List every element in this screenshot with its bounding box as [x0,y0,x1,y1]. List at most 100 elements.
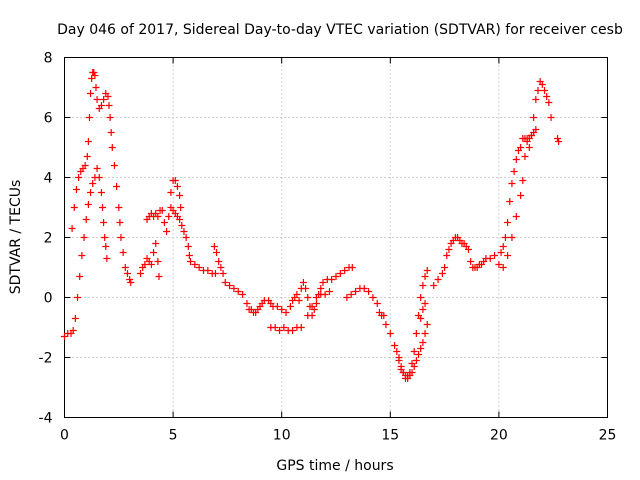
data-point [160,219,168,226]
data-point [499,264,507,271]
data-point [412,357,420,364]
data-point [534,87,542,94]
data-point [419,306,427,313]
data-point [99,204,107,211]
data-point [204,267,212,274]
data-point [185,252,193,259]
data-point [517,192,525,199]
data-point [87,189,95,196]
data-point [512,213,520,220]
data-point [360,285,368,292]
data-point [230,285,238,292]
data-point [90,69,98,76]
data-point [506,198,514,205]
data-point [147,261,155,268]
tick-layer: 0 5 10 15 20 25 -4 -2 0 2 4 6 8 [39,51,617,444]
data-point [177,204,185,211]
data-point [87,90,95,97]
data-point [504,219,512,226]
data-point [276,327,284,334]
data-point [165,213,173,220]
data-point [545,99,553,106]
data-point [423,321,431,328]
x-tick-label: 15 [381,428,399,444]
data-point [68,225,76,232]
data-point [89,180,97,187]
data-point [182,234,190,241]
data-point [119,249,127,256]
data-point [419,339,427,346]
data-point [521,153,529,160]
data-point [271,324,279,331]
data-point [423,267,431,274]
data-point [93,165,101,172]
y-tick-label: 6 [44,111,53,127]
data-point [85,114,93,121]
data-point [176,216,184,223]
data-point [343,294,351,301]
data-point [163,228,171,235]
data-point [278,306,286,313]
data-point [410,348,418,355]
y-tick-label: 2 [44,231,53,247]
data-points [61,69,563,382]
data-point [97,189,105,196]
data-point [497,249,505,256]
data-point [417,294,425,301]
data-point [421,300,429,307]
data-point [72,186,80,193]
data-point [519,177,527,184]
x-tick-label: 10 [273,428,291,444]
data-point [417,315,425,322]
data-point [382,321,390,328]
data-point [289,327,297,334]
data-point [319,279,327,286]
data-point [312,300,320,307]
data-point [308,303,316,310]
data-point [336,270,344,277]
axis-layer [64,57,608,418]
data-point [421,273,429,280]
y-tick-label: 8 [44,51,53,67]
data-point [74,294,82,301]
data-point [234,288,242,295]
data-point [117,234,125,241]
data-point [365,288,373,295]
data-point [104,93,112,100]
data-point [302,285,310,292]
data-point [116,219,124,226]
data-point [100,219,108,226]
data-point [373,300,381,307]
data-point [317,285,325,292]
data-point [106,114,114,121]
y-axis-label: SDTVAR / TECUs [8,180,24,295]
data-point [491,252,499,259]
data-point [107,129,115,136]
data-point [141,261,149,268]
data-point [173,183,181,190]
data-point [304,294,312,301]
data-point [538,81,546,88]
data-point [517,144,525,151]
data-point [554,135,562,142]
data-point [282,309,290,316]
data-point [280,324,288,331]
data-point [76,273,84,280]
data-point [293,291,301,298]
data-point [110,162,118,169]
data-point [195,264,203,271]
data-point [93,96,101,103]
data-point [504,252,512,259]
data-point [510,168,518,175]
data-point [532,96,540,103]
data-point [532,126,540,133]
data-point [155,273,163,280]
data-point [158,207,166,214]
data-point [501,234,509,241]
data-point [395,354,403,361]
data-point [178,222,186,229]
data-point [97,102,105,109]
data-point [464,246,472,253]
data-point [239,291,247,298]
y-tick-label: 4 [44,171,53,187]
